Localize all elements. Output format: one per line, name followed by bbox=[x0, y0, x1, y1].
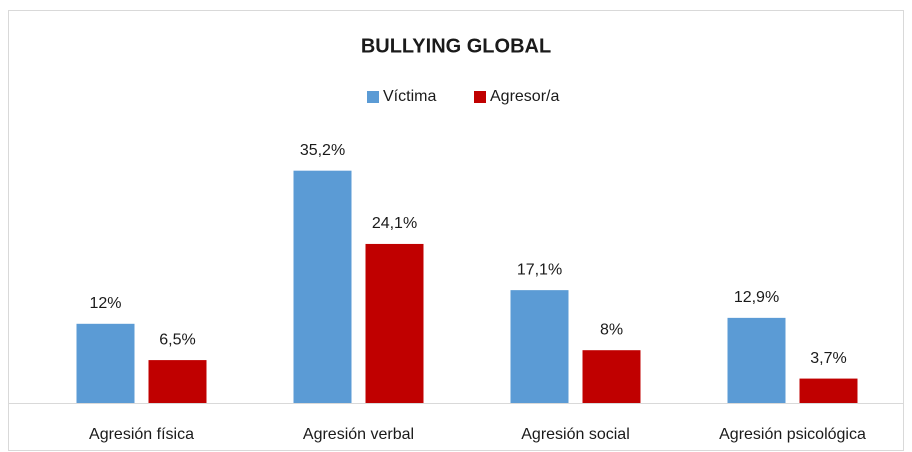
bar bbox=[727, 317, 786, 403]
legend-swatch bbox=[367, 91, 379, 103]
data-label: 35,2% bbox=[300, 142, 345, 159]
data-label: 12,9% bbox=[734, 289, 779, 306]
bar bbox=[510, 290, 569, 403]
legend-swatch bbox=[474, 91, 486, 103]
bar bbox=[365, 243, 424, 403]
bar bbox=[76, 323, 135, 403]
bar bbox=[799, 378, 858, 403]
x-tick-label: Agresión verbal bbox=[303, 426, 414, 443]
data-label: 24,1% bbox=[372, 215, 417, 232]
data-label: 17,1% bbox=[517, 261, 562, 278]
bar bbox=[148, 360, 207, 403]
data-label: 3,7% bbox=[810, 350, 846, 367]
data-label: 8% bbox=[600, 321, 623, 338]
x-tick-label: Agresión psicológica bbox=[719, 426, 866, 443]
x-tick-label: Agresión física bbox=[89, 426, 194, 443]
chart-title: BULLYING GLOBAL bbox=[361, 35, 551, 57]
x-tick-label: Agresión social bbox=[521, 426, 630, 443]
data-label: 6,5% bbox=[159, 331, 195, 348]
bar bbox=[582, 350, 641, 403]
bar bbox=[293, 170, 352, 403]
legend-label: Agresor/a bbox=[490, 88, 559, 105]
legend-label: Víctima bbox=[383, 88, 436, 105]
data-label: 12% bbox=[89, 295, 121, 312]
